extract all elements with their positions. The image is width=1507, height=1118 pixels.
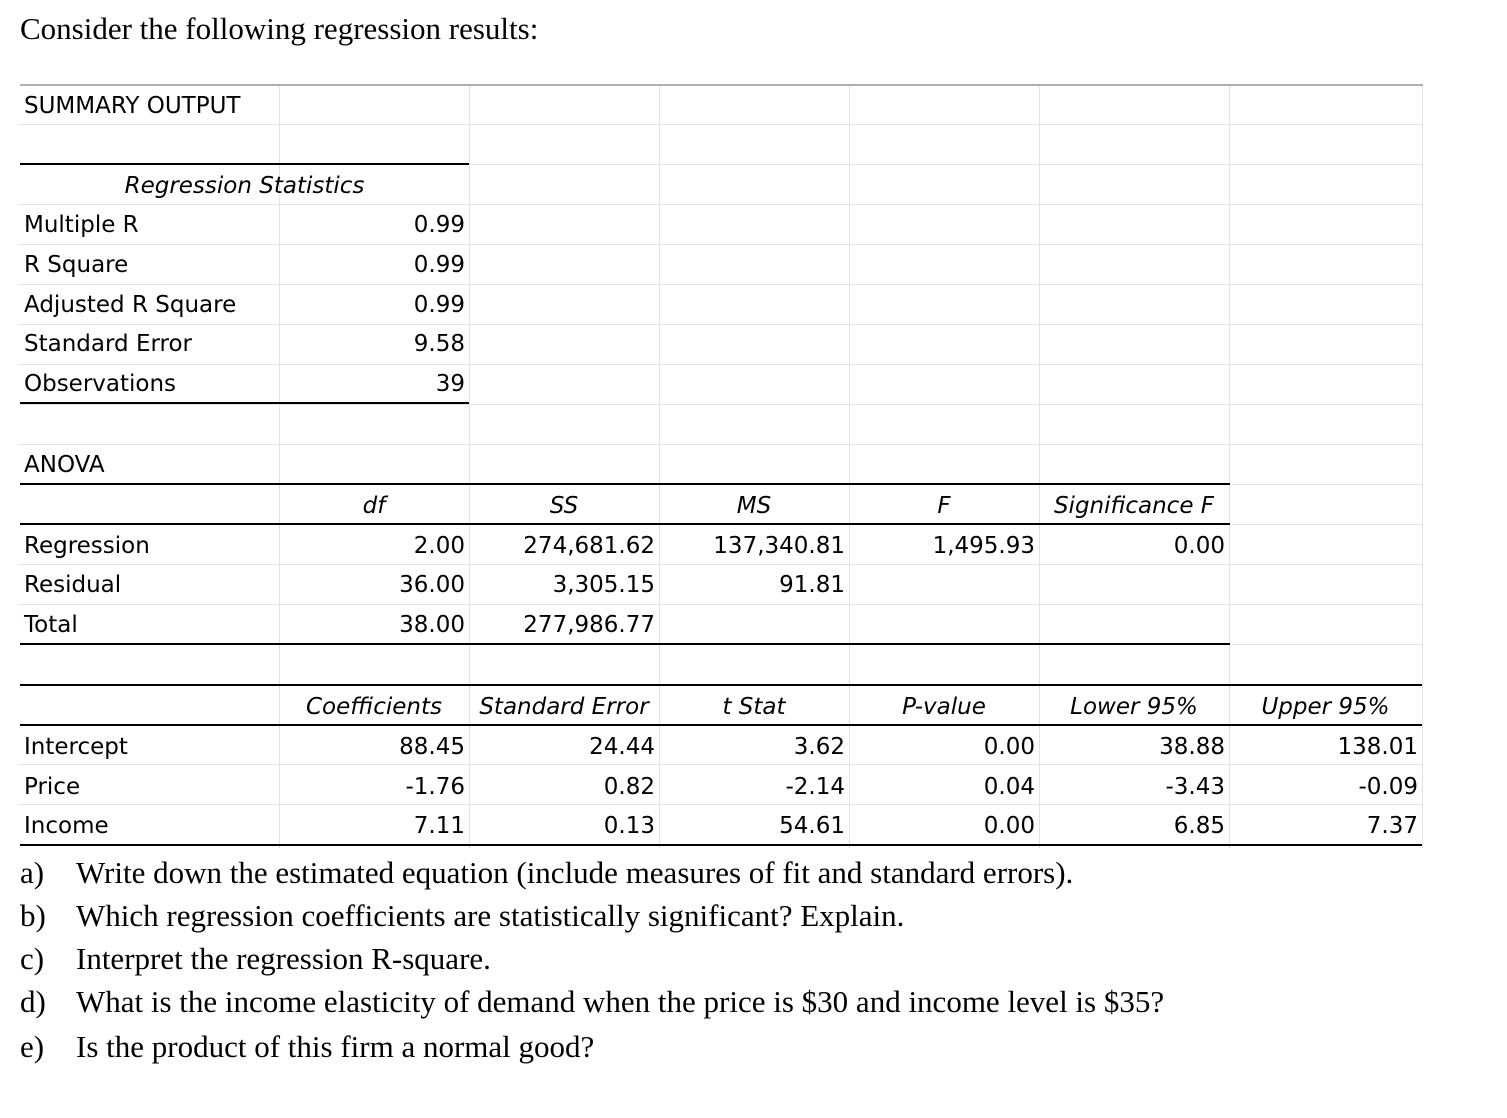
coef-header-p-value: P-value — [902, 694, 986, 720]
anova-df: 36.00 — [399, 572, 465, 598]
regression-output-sheet: SUMMARY OUTPUT Regression Statistics Mul… — [20, 84, 1423, 848]
anova-header-ss: SS — [549, 493, 579, 519]
anova-row-label: Regression — [24, 533, 150, 559]
grid-col-line — [1422, 84, 1423, 848]
coef-value: 54.61 — [779, 813, 845, 839]
coef-value: -1.76 — [405, 774, 465, 800]
stat-label: Observations — [24, 371, 177, 397]
coef-bottom-rule — [20, 844, 1422, 846]
coef-row-label: Income — [24, 813, 109, 839]
grid-row-line — [20, 204, 1423, 205]
anova-ss: 277,986.77 — [523, 612, 655, 638]
anova-row-label: Residual — [24, 572, 122, 598]
coef-value: 7.11 — [413, 813, 465, 839]
coef-value: 0.13 — [603, 813, 655, 839]
coef-header-coefficients: Coefficients — [305, 694, 443, 720]
stat-label: Multiple R — [24, 212, 139, 238]
grid-col-line — [849, 84, 850, 848]
anova-header-rule — [20, 523, 1230, 525]
stat-value: 39 — [435, 371, 465, 397]
grid-top-line — [20, 84, 1423, 86]
grid-col-line — [279, 84, 280, 848]
grid-row-line — [20, 564, 1423, 565]
grid-row-line — [20, 804, 1423, 805]
anova-significance-f: 0.00 — [1173, 533, 1225, 559]
coef-value: 0.82 — [603, 774, 655, 800]
coef-value: 0.04 — [983, 774, 1035, 800]
regression-statistics-header: Regression Statistics — [124, 173, 365, 199]
grid-row-line — [20, 244, 1423, 245]
coef-header-rule — [20, 724, 1422, 726]
stat-value: 9.58 — [413, 331, 465, 357]
grid-row-line — [20, 324, 1423, 325]
stats-bottom-rule — [20, 402, 469, 404]
grid-row-line — [20, 604, 1423, 605]
question-text: Is the product of this firm a normal goo… — [76, 1029, 595, 1064]
stat-label: R Square — [24, 252, 129, 278]
grid-row-line — [20, 124, 1423, 125]
question-marker: c) — [20, 941, 45, 976]
coef-value: 138.01 — [1337, 734, 1418, 760]
grid-row-line — [20, 444, 1423, 445]
anova-df: 2.00 — [413, 533, 465, 559]
coef-value: -0.09 — [1358, 774, 1418, 800]
coef-top-rule — [20, 684, 1422, 686]
coef-value: 0.00 — [983, 813, 1035, 839]
question-text: Interpret the regression R-square. — [76, 941, 491, 976]
grid-row-line — [20, 164, 1423, 165]
coef-value: 3.62 — [793, 734, 845, 760]
question-marker: a) — [20, 855, 45, 890]
anova-header-ms: MS — [736, 493, 772, 519]
stats-top-rule — [20, 163, 469, 165]
anova-header-significance-f: Significance F — [1053, 493, 1215, 519]
stat-value: 0.99 — [413, 252, 465, 278]
question-text: Write down the estimated equation (inclu… — [76, 855, 1074, 890]
coef-value: 7.37 — [1366, 813, 1418, 839]
intro-text: Consider the following regression result… — [20, 11, 539, 46]
stat-value: 0.99 — [413, 212, 465, 238]
anova-top-rule — [20, 483, 1230, 485]
summary-output-title: SUMMARY OUTPUT — [24, 93, 241, 119]
coef-value: 24.44 — [589, 734, 655, 760]
question-text: Which regression coefficients are statis… — [76, 898, 905, 933]
anova-title: ANOVA — [24, 452, 105, 478]
coef-row-label: Intercept — [24, 734, 128, 760]
anova-bottom-rule — [20, 643, 1230, 645]
question-marker: b) — [20, 898, 46, 933]
coef-value: 0.00 — [983, 734, 1035, 760]
coef-value: 38.88 — [1159, 734, 1225, 760]
question-marker: d) — [20, 984, 46, 1019]
anova-ms: 91.81 — [779, 572, 845, 598]
coef-header-lower-95: Lower 95% — [1070, 694, 1198, 720]
coef-header-upper-95: Upper 95% — [1261, 694, 1390, 720]
question-text: What is the income elasticity of demand … — [76, 984, 1165, 1019]
grid-col-line — [469, 84, 470, 848]
stat-label: Standard Error — [24, 331, 193, 357]
stat-value: 0.99 — [413, 292, 465, 318]
coef-value: -2.14 — [785, 774, 845, 800]
grid-col-line — [659, 84, 660, 848]
grid-row-line — [20, 764, 1423, 765]
grid-row-line — [20, 404, 1423, 405]
grid-row-line — [20, 364, 1423, 365]
question-marker: e) — [20, 1029, 45, 1064]
coef-value: 6.85 — [1173, 813, 1225, 839]
coef-row-label: Price — [24, 774, 81, 800]
coef-header-t-stat: t Stat — [722, 694, 786, 720]
anova-ss: 274,681.62 — [523, 533, 655, 559]
coef-value: -3.43 — [1165, 774, 1225, 800]
anova-header-df: df — [362, 493, 386, 519]
anova-df: 38.00 — [399, 612, 465, 638]
anova-ms: 137,340.81 — [713, 533, 845, 559]
anova-f: 1,495.93 — [932, 533, 1035, 559]
anova-ss: 3,305.15 — [552, 572, 655, 598]
grid-row-line — [20, 284, 1423, 285]
stat-label: Adjusted R Square — [24, 292, 237, 318]
coef-header-standard-error: Standard Error — [479, 694, 649, 720]
anova-row-label: Total — [24, 612, 78, 638]
grid-col-line — [1229, 84, 1230, 848]
coef-value: 88.45 — [399, 734, 465, 760]
anova-header-f: F — [937, 493, 951, 519]
grid-col-line — [1039, 84, 1040, 848]
